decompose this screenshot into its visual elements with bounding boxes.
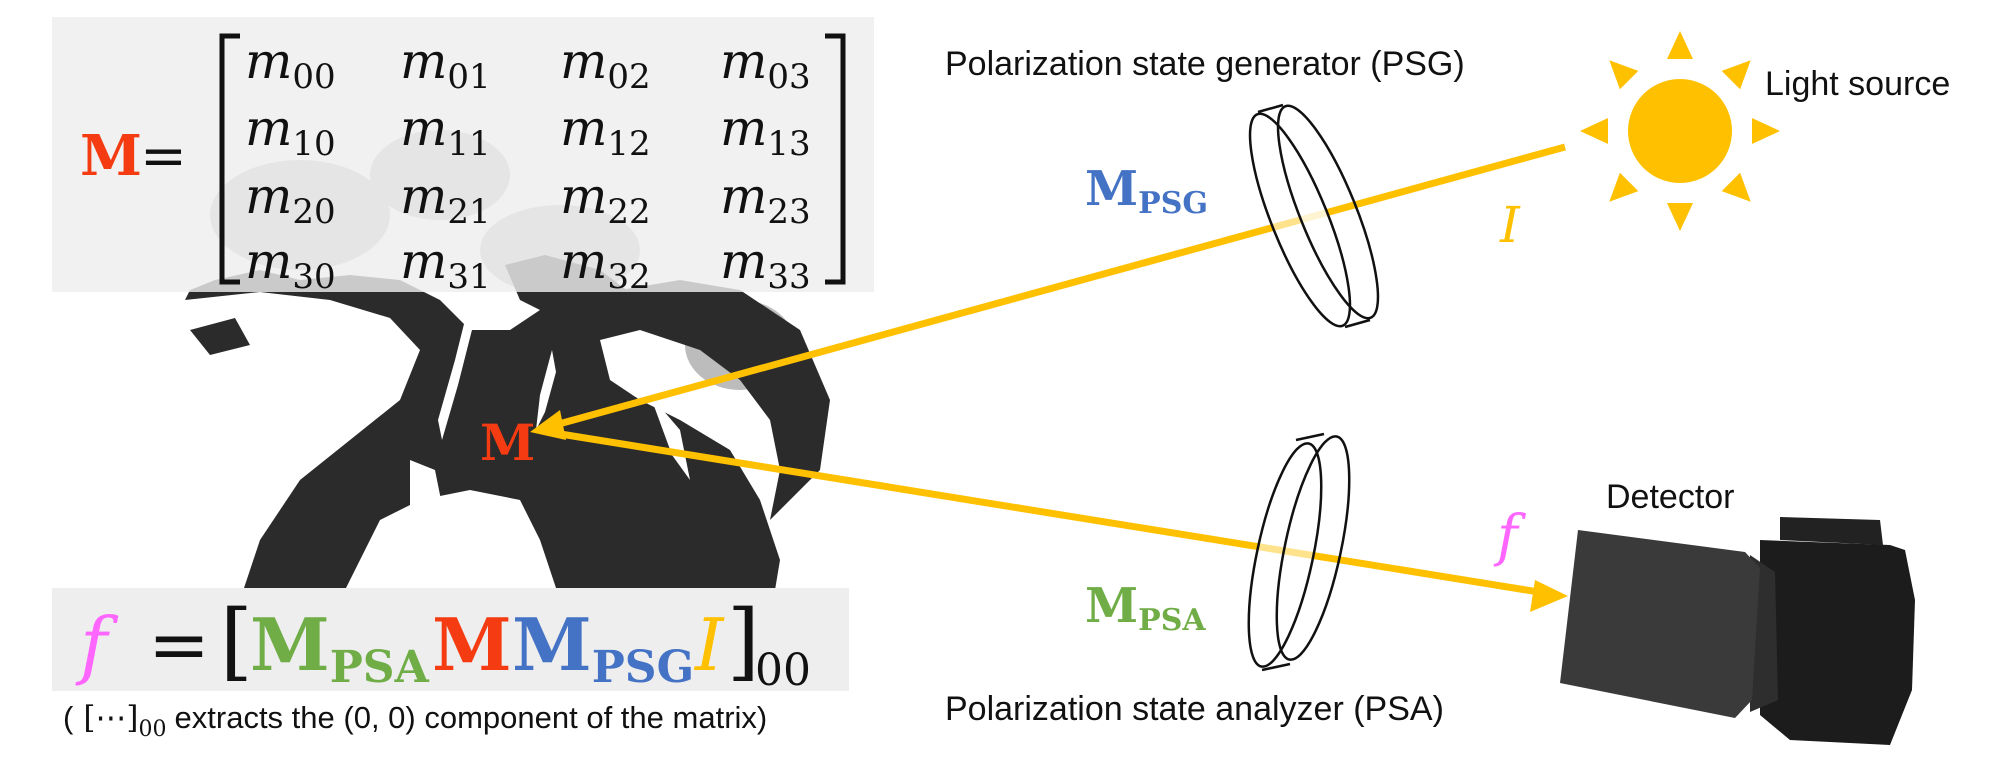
formula-close-bracket: ]	[727, 592, 760, 690]
beam-source-to-object	[547, 143, 1566, 431]
formula-m: M	[432, 602, 512, 687]
matrix-element-m12: m12	[560, 99, 651, 164]
matrix-equals: =	[140, 124, 187, 189]
footnote: ([⋯]00 extracts the (0, 0) component of t…	[63, 700, 767, 742]
formula-m-psa-sub: PSA	[330, 642, 430, 693]
matrix-element-m30: m30	[245, 232, 336, 297]
matrix-element-m01: m01	[400, 32, 491, 97]
measured-intensity-label: f	[1493, 504, 1527, 569]
matrix-element-m11: m11	[400, 99, 491, 164]
light-intensity-label: I	[1499, 196, 1521, 254]
camera-icon	[1560, 517, 1915, 745]
formula: f = [ MPSA M MPSG I ] 00	[75, 592, 811, 696]
sun-icon	[1580, 31, 1780, 231]
beam-arrowhead-detector	[1530, 580, 1568, 612]
matrix-element-m23: m23	[720, 167, 811, 232]
matrix-element-m32: m32	[560, 232, 651, 297]
formula-i: I	[693, 603, 725, 687]
formula-panel	[52, 588, 849, 691]
psa-filter-disc	[1247, 432, 1351, 672]
matrix-elements: m00 m01 m02 m03 m10 m11 m12 m13 m20 m21 m22 m23 m30 m…	[245, 32, 811, 297]
matrix-element-m13: m13	[720, 99, 811, 164]
psg-filter-disc	[1248, 103, 1380, 329]
light-source-label: Light source	[1765, 65, 1950, 103]
psa-title: Polarization state analyzer (PSA)	[945, 690, 1444, 728]
matrix-element-m21: m21	[400, 167, 491, 232]
matrix-right-bracket	[825, 33, 846, 285]
object-m-label: M	[480, 413, 535, 472]
matrix-element-m33: m33	[720, 232, 811, 297]
matrix-element-m03: m03	[720, 32, 811, 97]
detector-label: Detector	[1606, 478, 1735, 516]
formula-m-psg-sub: PSG	[592, 642, 694, 693]
formula-open-bracket: [	[220, 592, 253, 690]
matrix-element-m22: m22	[560, 167, 651, 232]
m-psa-label-sub: PSA	[1138, 603, 1206, 638]
formula-m-psa: MPSA	[250, 602, 430, 693]
matrix-symbol: M	[80, 123, 142, 189]
matrix-element-m20: m20	[245, 167, 336, 232]
psg-title: Polarization state generator (PSG)	[945, 45, 1465, 83]
m-psa-label: MPSA	[1085, 578, 1206, 638]
formula-equals: =	[148, 602, 210, 688]
matrix-panel	[52, 17, 874, 292]
formula-m-psg: MPSG	[512, 602, 694, 693]
matrix-element-m31: m31	[400, 232, 491, 297]
matrix-element-m02: m02	[560, 32, 651, 97]
formula-outer-sub: 00	[755, 645, 811, 696]
beam-object-to-detector	[547, 428, 1546, 597]
matrix-left-bracket	[219, 33, 240, 285]
matrix-element-m00: m00	[245, 32, 336, 97]
matrix-element-m10: m10	[245, 99, 336, 164]
m-psg-label-sub: PSG	[1138, 186, 1208, 221]
m-psg-label: MPSG	[1085, 161, 1208, 221]
